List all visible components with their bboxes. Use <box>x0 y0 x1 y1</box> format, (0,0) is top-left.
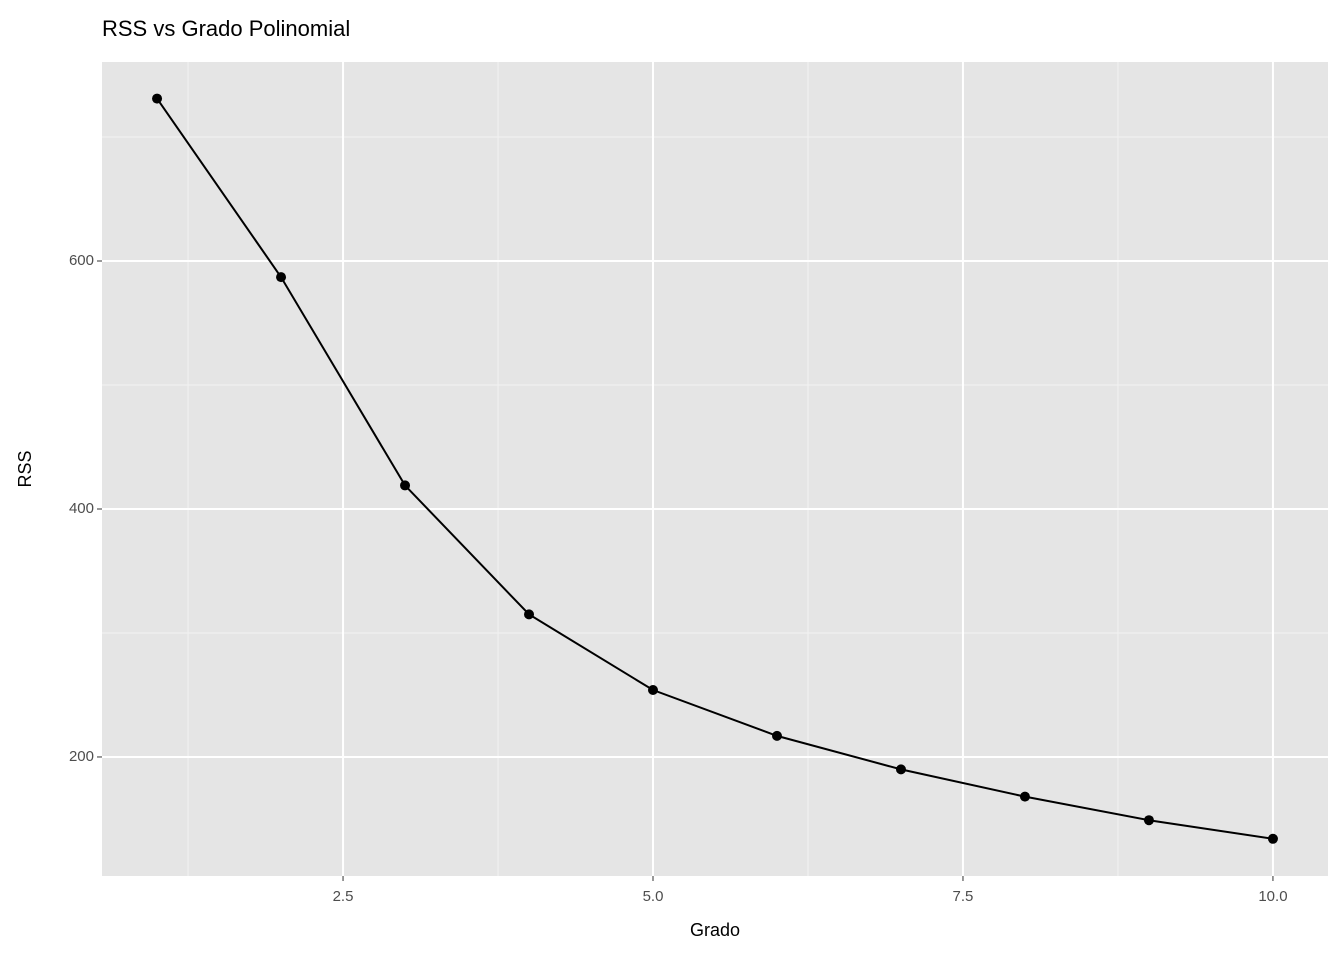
point <box>524 609 535 620</box>
point <box>771 730 782 741</box>
x-tick-label: 7.5 <box>953 888 974 905</box>
x-tick-label: 5.0 <box>643 888 664 905</box>
x-tick-label: 10.0 <box>1258 888 1287 905</box>
chart-title: RSS vs Grado Polinomial <box>102 16 350 41</box>
series-line <box>156 98 1274 840</box>
point <box>400 480 411 491</box>
x-axis-label: Grado <box>690 920 740 940</box>
x-tick-label: 2.5 <box>333 888 354 905</box>
y-axis-label: RSS <box>15 450 35 487</box>
point <box>1267 833 1278 844</box>
panel <box>102 62 1328 876</box>
point <box>648 685 659 696</box>
point <box>1019 791 1030 802</box>
y-tick-label: 600 <box>69 252 94 269</box>
point <box>895 764 906 775</box>
point <box>1143 815 1154 826</box>
y-tick-label: 400 <box>69 500 94 517</box>
point <box>152 93 163 104</box>
point <box>276 272 287 283</box>
y-tick-label: 200 <box>69 748 94 765</box>
